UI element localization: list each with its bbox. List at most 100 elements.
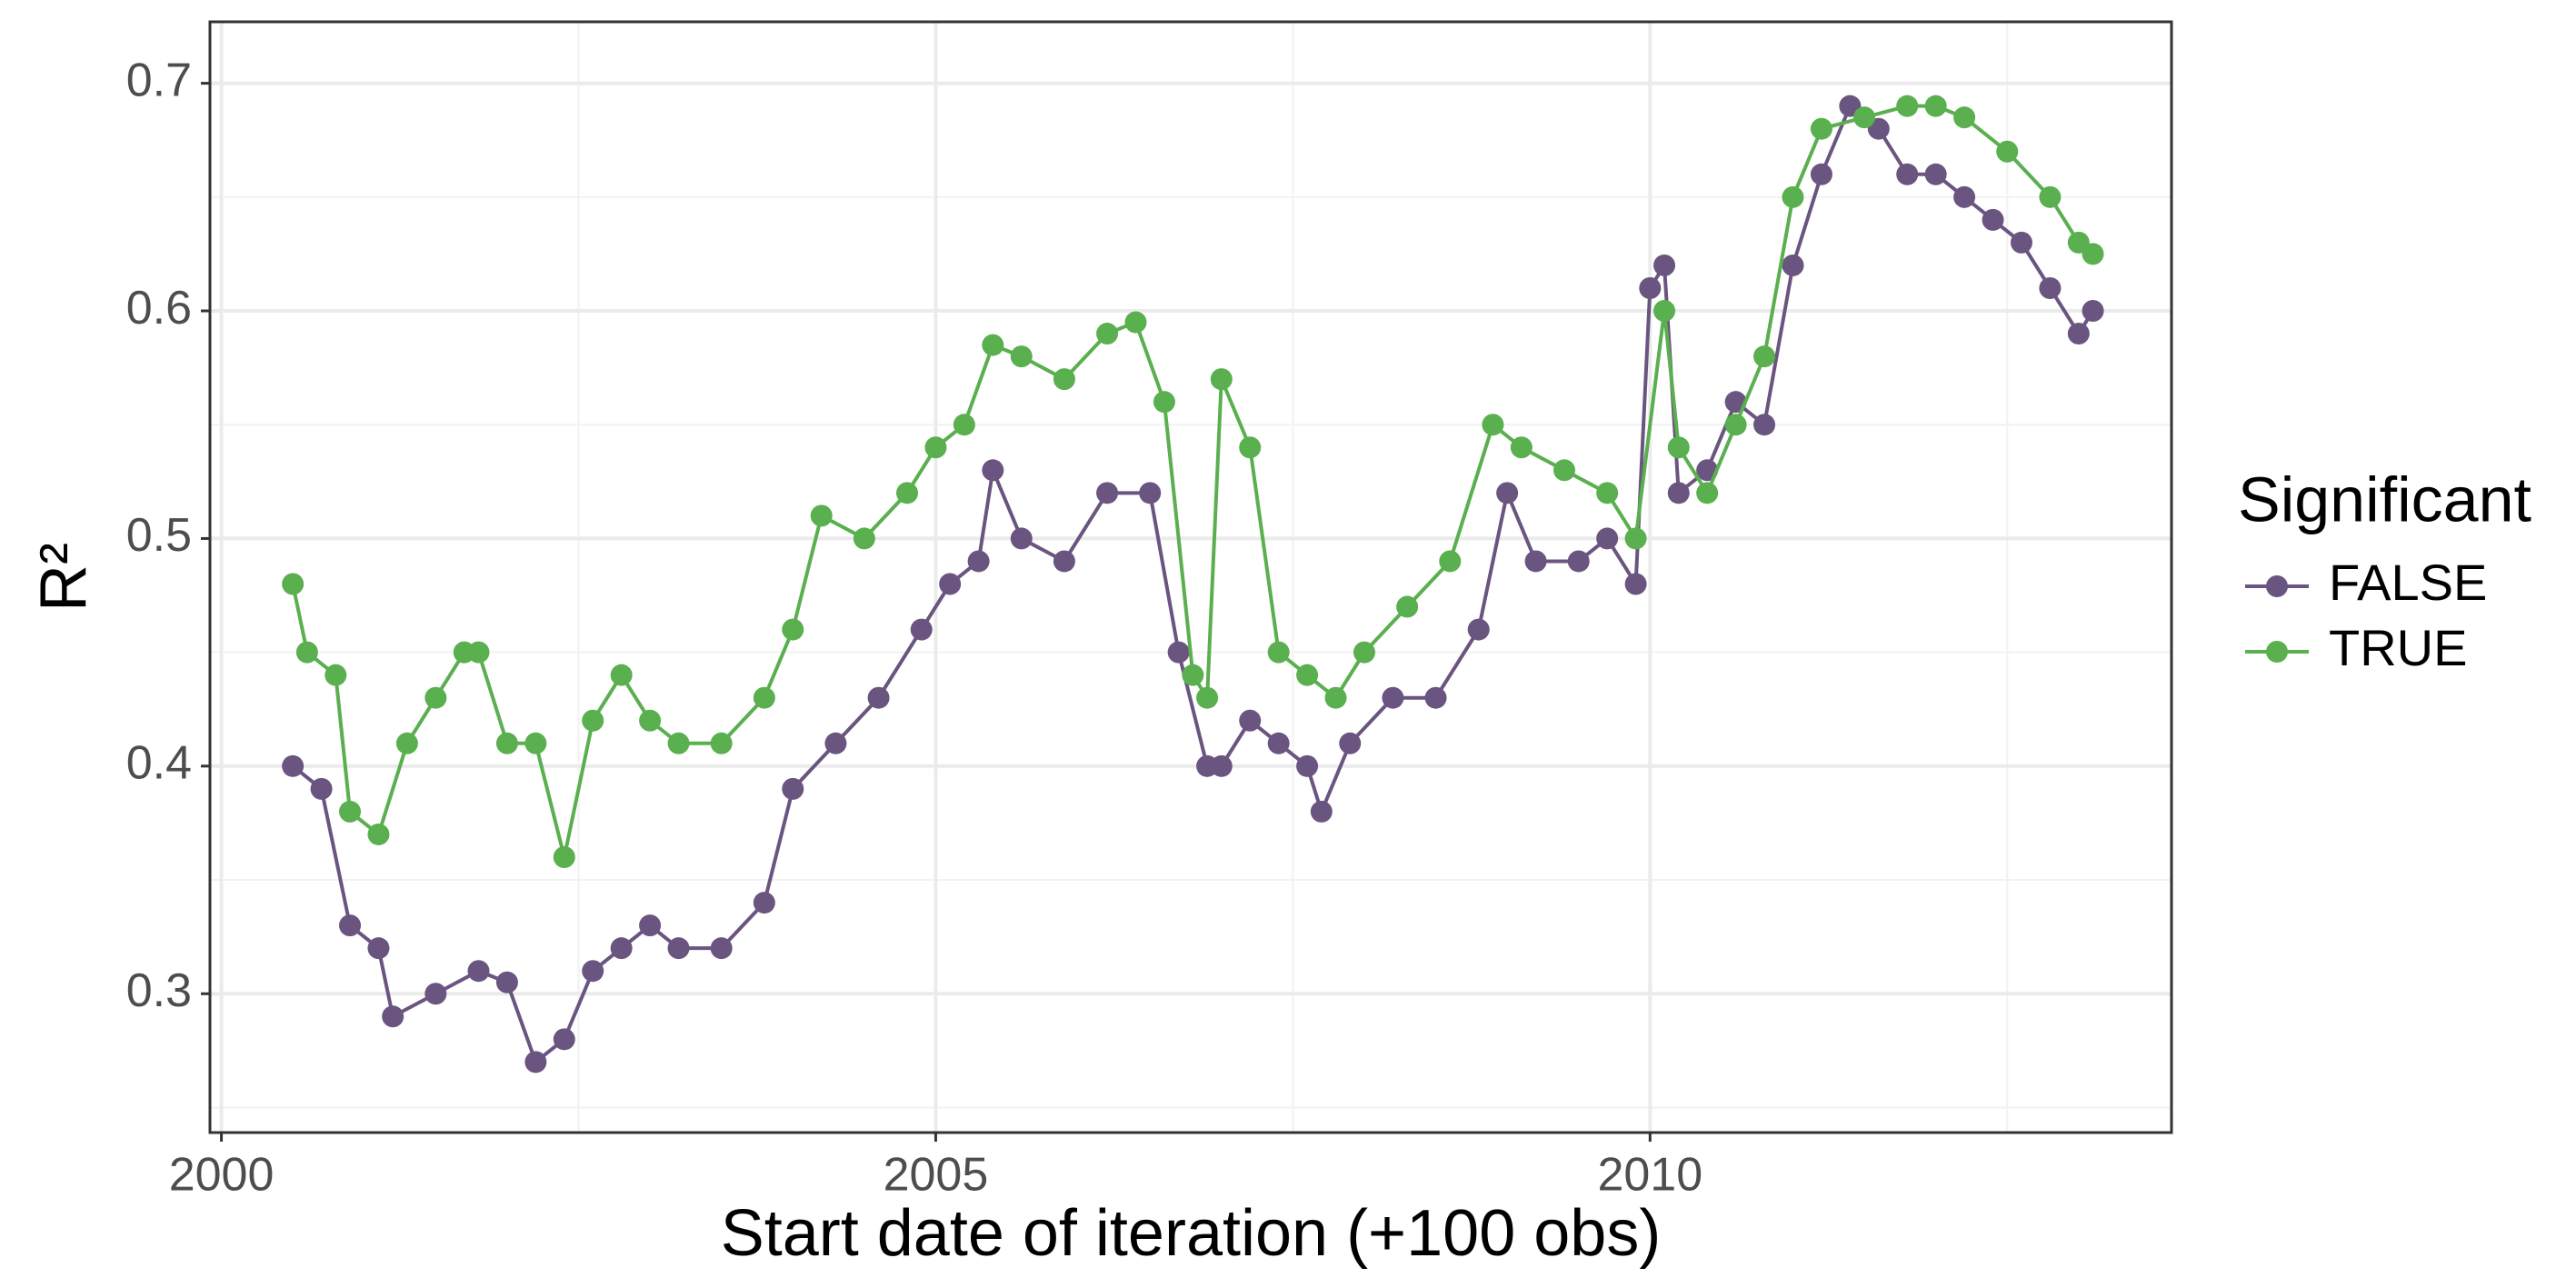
data-point: [1496, 482, 1519, 504]
data-point: [982, 334, 1004, 356]
plot-background: [210, 22, 2172, 1133]
data-point: [282, 573, 305, 595]
data-point: [1639, 276, 1662, 299]
data-point: [424, 686, 447, 709]
data-point: [710, 937, 733, 960]
data-point: [282, 754, 305, 777]
data-point: [1239, 709, 1262, 732]
data-point: [382, 1005, 404, 1028]
data-point: [896, 482, 919, 504]
data-point: [1924, 163, 1947, 185]
data-point: [1810, 117, 1832, 140]
y-tick-label: 0.5: [126, 509, 192, 562]
data-point: [1667, 482, 1690, 504]
data-point: [1267, 641, 1290, 664]
data-point: [910, 618, 933, 641]
data-point: [1182, 664, 1204, 686]
data-point: [867, 686, 890, 709]
legend-label: TRUE: [2329, 619, 2467, 676]
data-point: [1953, 185, 1976, 208]
data-point: [824, 732, 847, 754]
y-axis-label: R²: [27, 543, 100, 612]
y-tick-label: 0.6: [126, 282, 192, 334]
data-point: [467, 960, 490, 983]
data-point: [1096, 482, 1119, 504]
data-point: [782, 777, 804, 800]
x-tick-label: 2005: [884, 1149, 989, 1202]
data-point: [1810, 163, 1832, 185]
data-point: [395, 732, 418, 754]
data-point: [1567, 550, 1590, 573]
data-point: [1553, 459, 1576, 482]
data-point: [953, 414, 975, 436]
data-point: [1210, 368, 1233, 391]
data-point: [853, 527, 875, 550]
data-point: [710, 732, 733, 754]
data-point: [424, 983, 447, 1005]
data-point: [1667, 436, 1690, 459]
data-point: [582, 960, 604, 983]
data-point: [2067, 323, 2090, 345]
data-point: [1624, 527, 1647, 550]
data-point: [1596, 527, 1619, 550]
data-point: [1296, 664, 1319, 686]
data-point: [1724, 414, 1747, 436]
data-point: [582, 709, 604, 732]
data-point: [1696, 482, 1719, 504]
data-point: [2039, 185, 2062, 208]
panel-border: [208, 20, 2173, 1134]
data-point: [982, 459, 1004, 482]
x-tick-label: 2000: [169, 1149, 275, 1202]
data-point: [753, 892, 775, 914]
data-point: [1053, 550, 1075, 573]
data-point: [1467, 618, 1490, 641]
data-point: [1924, 95, 1947, 117]
data-point: [1996, 140, 2019, 163]
data-point: [1753, 345, 1776, 368]
data-point: [1124, 311, 1147, 334]
data-point: [1524, 550, 1547, 573]
data-point: [1782, 254, 1804, 276]
data-point: [1010, 345, 1033, 368]
data-point: [339, 914, 362, 937]
data-point: [1196, 686, 1219, 709]
data-point: [1753, 414, 1776, 436]
data-point: [810, 504, 833, 527]
data-point: [495, 971, 518, 993]
data-point: [524, 732, 547, 754]
data-point: [524, 1051, 547, 1073]
data-point: [610, 664, 633, 686]
data-point: [1510, 436, 1533, 459]
data-point: [324, 664, 347, 686]
data-point: [1153, 391, 1175, 414]
data-point: [1210, 754, 1233, 777]
data-point: [1324, 686, 1347, 709]
data-point: [1482, 414, 1504, 436]
data-point: [295, 641, 318, 664]
data-point: [2082, 243, 2104, 265]
data-point: [1239, 436, 1262, 459]
data-point: [667, 732, 690, 754]
legend-key-point: [2266, 641, 2288, 663]
data-point: [1896, 163, 1919, 185]
legend-label: FALSE: [2329, 554, 2487, 611]
x-tick-label: 2010: [1597, 1149, 1702, 1202]
data-point: [553, 846, 575, 869]
data-point: [1439, 550, 1462, 573]
data-point: [1982, 208, 2004, 231]
data-point: [553, 1028, 575, 1051]
data-point: [667, 937, 690, 960]
data-point: [467, 641, 490, 664]
data-point: [1010, 527, 1033, 550]
data-point: [610, 937, 633, 960]
data-point: [1096, 323, 1119, 345]
data-point: [310, 777, 333, 800]
data-point: [367, 937, 390, 960]
legend-key-point: [2266, 575, 2288, 597]
data-point: [1382, 686, 1404, 709]
data-point: [1296, 754, 1319, 777]
data-point: [1653, 300, 1676, 323]
data-point: [1424, 686, 1447, 709]
